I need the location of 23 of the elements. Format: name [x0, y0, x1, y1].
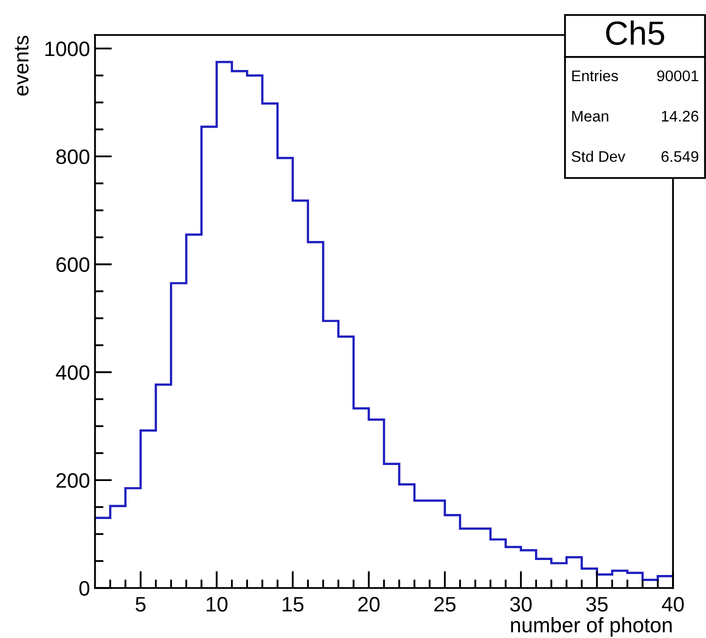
annotation: Std Dev	[572, 150, 626, 162]
y-tick-label: 600	[56, 257, 90, 272]
x-axis-title: number of photon	[511, 617, 672, 637]
x-tick-label: 5	[136, 597, 146, 612]
y-tick-label: 800	[56, 149, 90, 164]
x-tick-label: 20	[358, 596, 380, 612]
annotation: 6.549	[662, 151, 698, 162]
x-tick-label: 30	[510, 596, 532, 612]
chart-title: Ch5	[606, 20, 664, 45]
y-tick-label: 1000	[45, 41, 90, 56]
y-axis-title: events	[14, 36, 29, 96]
x-tick-label: 10	[206, 596, 228, 612]
y-tick-label: 200	[56, 473, 90, 488]
x-tick-label: 35	[586, 596, 608, 612]
annotation: Entries	[572, 70, 618, 82]
annotation: 90001	[657, 70, 698, 82]
annotation: Mean	[572, 110, 608, 122]
x-tick-label: 15	[282, 597, 304, 612]
annotation: 14.26	[662, 110, 698, 122]
y-tick-label: 400	[56, 365, 90, 380]
x-tick-label: 25	[434, 596, 456, 612]
y-tick-label: 0	[79, 581, 90, 596]
x-tick-label: 40	[662, 596, 684, 612]
